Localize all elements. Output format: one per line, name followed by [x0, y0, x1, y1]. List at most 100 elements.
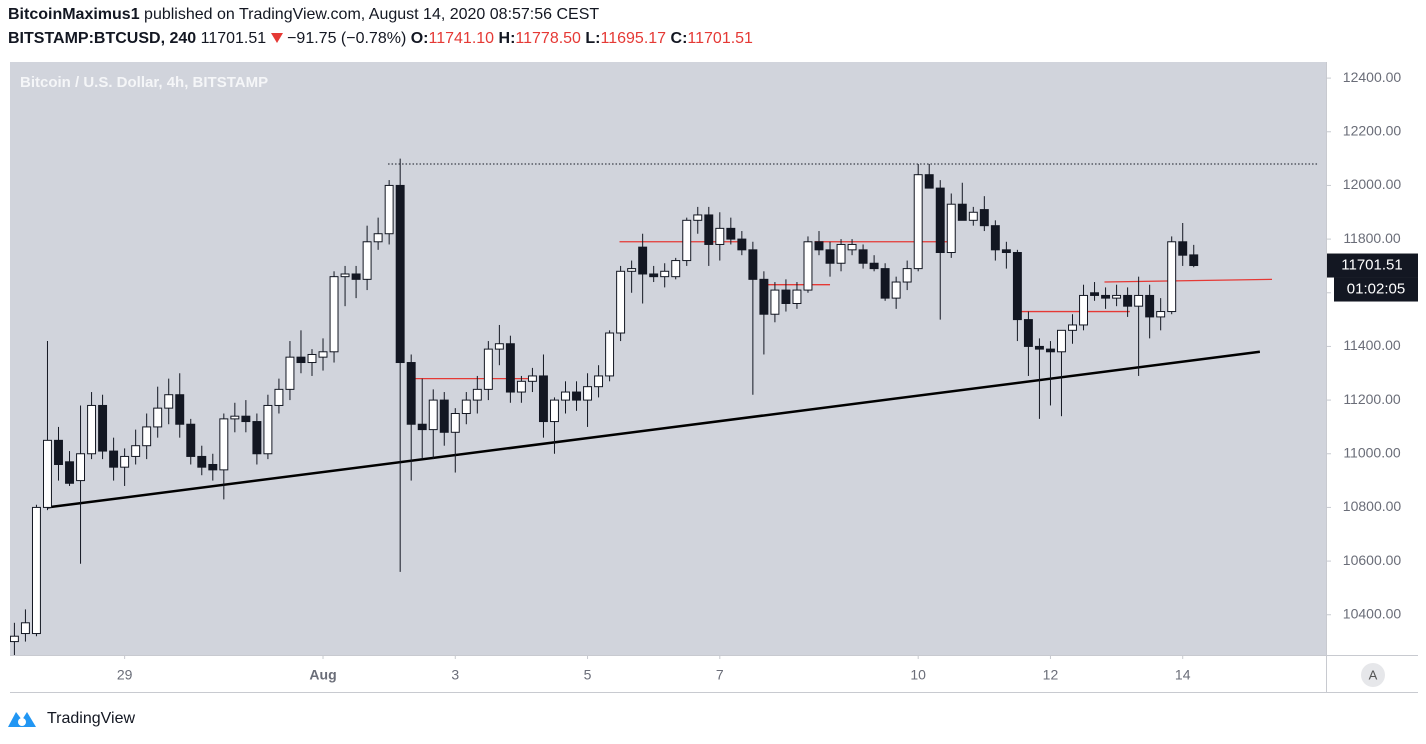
- low-label: L:: [585, 30, 601, 47]
- candle-body: [373, 233, 383, 243]
- candle-body: [406, 362, 416, 425]
- candle-body: [395, 184, 405, 364]
- y-tick-label: 12400.00: [1343, 69, 1402, 85]
- candle-body: [638, 246, 648, 275]
- candle-body: [65, 461, 74, 484]
- candle-body: [1134, 294, 1144, 307]
- candle-body: [869, 262, 879, 270]
- candle-body: [417, 423, 427, 431]
- candle-body: [175, 394, 185, 425]
- candle-body: [759, 278, 769, 315]
- candle-body: [957, 203, 967, 221]
- plot-area: [10, 62, 1326, 655]
- y-tick-label: 10800.00: [1343, 498, 1402, 514]
- candle-body: [858, 249, 868, 264]
- candle-body: [946, 203, 956, 254]
- candle-body: [87, 404, 97, 455]
- candle-body: [31, 506, 41, 635]
- candle-body: [572, 391, 581, 401]
- candle-body: [186, 423, 196, 457]
- candle-body: [241, 415, 251, 423]
- candle-body: [274, 388, 284, 406]
- candle-body: [98, 404, 108, 452]
- symbol: BITSTAMP:BTCUSD, 240: [8, 30, 197, 47]
- candle-body: [131, 445, 141, 457]
- candle-body: [439, 399, 449, 433]
- candle-body: [704, 214, 714, 245]
- y-tick-label: 10400.00: [1343, 605, 1402, 621]
- candle-body: [583, 386, 593, 401]
- auto-scale-button[interactable]: [1361, 663, 1385, 687]
- candle-body: [109, 450, 119, 468]
- x-tick-label: 14: [1175, 667, 1191, 683]
- candle-body: [1156, 311, 1166, 318]
- published: published on TradingView.com, August 14,…: [139, 6, 600, 23]
- candle-body: [737, 238, 747, 251]
- countdown-box: [1334, 277, 1418, 302]
- last-price-label: 11701.51: [1341, 256, 1402, 273]
- candle-body: [1189, 254, 1199, 267]
- logo: [8, 712, 36, 727]
- candle-body: [792, 289, 802, 304]
- candle-body: [120, 455, 130, 468]
- price-axis: [1326, 62, 1418, 692]
- low-value: 11695.17: [600, 30, 667, 47]
- candle-body: [693, 214, 703, 221]
- high-value: 11778.50: [515, 30, 581, 47]
- candle-body: [1123, 294, 1133, 307]
- candle-body: [516, 380, 526, 393]
- candle-body: [968, 211, 978, 221]
- candle-body: [924, 174, 934, 189]
- candle-body: [605, 332, 615, 377]
- candle-body: [538, 375, 548, 423]
- candle-body: [1023, 319, 1033, 347]
- candle-body: [770, 289, 780, 315]
- candle-body: [880, 268, 890, 299]
- candle-body: [836, 243, 846, 264]
- x-tick-label: Aug: [309, 667, 336, 683]
- candle-body: [340, 273, 350, 278]
- candle-body: [550, 399, 559, 423]
- y-tick-label: 12000.00: [1343, 176, 1402, 192]
- candle-body: [1112, 294, 1122, 299]
- candle-body: [1167, 241, 1177, 313]
- candle-body: [329, 276, 339, 353]
- candle-body: [296, 356, 306, 364]
- candle-body: [208, 463, 218, 471]
- candle-body: [164, 394, 174, 409]
- candle-body: [318, 351, 328, 358]
- candle-body: [671, 260, 681, 278]
- last-price-box: [1327, 253, 1418, 278]
- candle-body: [726, 227, 736, 240]
- open-label: O:: [410, 30, 429, 47]
- x-tick-label: 10: [910, 667, 926, 683]
- down-arrow: [270, 33, 283, 43]
- candle-body: [781, 289, 791, 304]
- candle-body: [1178, 241, 1188, 256]
- candle-body: [1068, 324, 1077, 331]
- auto-scale-label[interactable]: A: [1369, 667, 1378, 682]
- author[interactable]: BitcoinMaximus1: [8, 6, 140, 23]
- publish-line: BitcoinMaximus1 published on TradingView…: [8, 6, 599, 24]
- candle-body: [285, 356, 295, 390]
- plot: [10, 158, 1318, 655]
- candle-body: [1045, 348, 1055, 353]
- candle-body: [230, 415, 240, 420]
- candle-body: [902, 268, 912, 283]
- candle-body: [142, 426, 152, 447]
- candle-body: [527, 375, 537, 382]
- candle-body: [1001, 249, 1011, 254]
- candle-body: [76, 453, 86, 482]
- ohlc-line: BITSTAMP:BTCUSD, 240 11701.51 −91.75 (−0…: [8, 30, 753, 48]
- candle-body: [483, 348, 493, 390]
- y-tick-label: 11800.00: [1343, 230, 1401, 246]
- candle-body: [10, 635, 19, 643]
- x-tick-label: 3: [451, 667, 459, 683]
- candle-body: [935, 187, 945, 254]
- candle-body: [54, 439, 63, 465]
- candle-body: [891, 281, 901, 299]
- candle-body: [153, 407, 163, 428]
- candle-body: [814, 241, 824, 251]
- countdown: 01:02:05: [1347, 280, 1405, 297]
